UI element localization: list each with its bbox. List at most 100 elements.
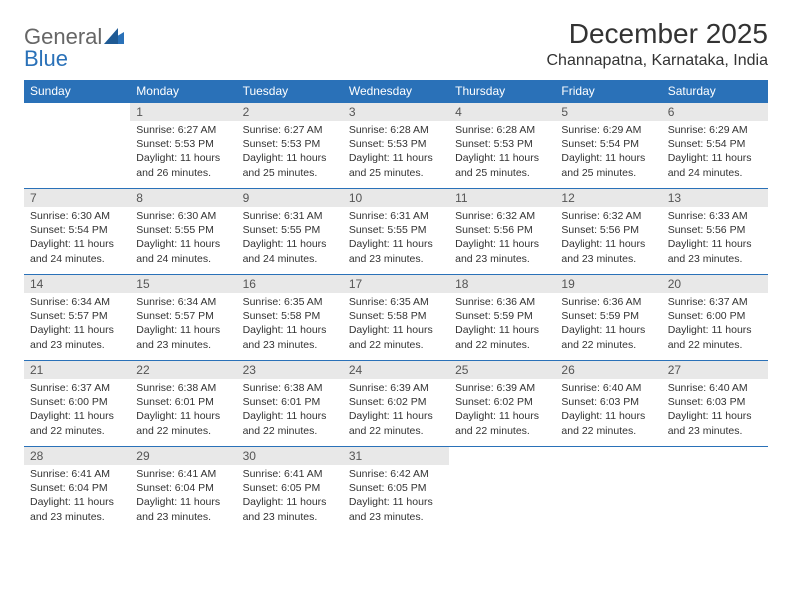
calendar-week-row: 1Sunrise: 6:27 AMSunset: 5:53 PMDaylight… [24,103,768,189]
day-details: Sunrise: 6:34 AMSunset: 5:57 PMDaylight:… [24,293,130,356]
sunset-text: Sunset: 5:58 PM [243,309,337,323]
daylight-text: Daylight: 11 hours and 22 minutes. [243,409,337,437]
sunrise-text: Sunrise: 6:28 AM [349,123,443,137]
calendar-day-cell: 17Sunrise: 6:35 AMSunset: 5:58 PMDayligh… [343,275,449,361]
daylight-text: Daylight: 11 hours and 23 minutes. [136,495,230,523]
day-number: 17 [343,275,449,293]
weekday-header: Tuesday [237,80,343,103]
day-details [662,465,768,471]
sunset-text: Sunset: 5:54 PM [561,137,655,151]
day-number: 16 [237,275,343,293]
day-details: Sunrise: 6:41 AMSunset: 6:04 PMDaylight:… [24,465,130,528]
daylight-text: Daylight: 11 hours and 22 minutes. [561,409,655,437]
daylight-text: Daylight: 11 hours and 24 minutes. [243,237,337,265]
weekday-header: Wednesday [343,80,449,103]
sunrise-text: Sunrise: 6:30 AM [30,209,124,223]
calendar-day-cell: 3Sunrise: 6:28 AMSunset: 5:53 PMDaylight… [343,103,449,189]
daylight-text: Daylight: 11 hours and 24 minutes. [668,151,762,179]
sunrise-text: Sunrise: 6:36 AM [561,295,655,309]
sunrise-text: Sunrise: 6:32 AM [561,209,655,223]
calendar-day-cell: 25Sunrise: 6:39 AMSunset: 6:02 PMDayligh… [449,361,555,447]
title-block: December 2025 Channapatna, Karnataka, In… [547,18,769,70]
calendar-day-cell [555,447,661,533]
daylight-text: Daylight: 11 hours and 25 minutes. [243,151,337,179]
day-details: Sunrise: 6:36 AMSunset: 5:59 PMDaylight:… [449,293,555,356]
day-number: 23 [237,361,343,379]
sunset-text: Sunset: 5:54 PM [668,137,762,151]
day-number: 31 [343,447,449,465]
sunset-text: Sunset: 6:05 PM [243,481,337,495]
day-details: Sunrise: 6:41 AMSunset: 6:05 PMDaylight:… [237,465,343,528]
day-details: Sunrise: 6:28 AMSunset: 5:53 PMDaylight:… [449,121,555,184]
weekday-header: Thursday [449,80,555,103]
day-number: 20 [662,275,768,293]
day-number: 21 [24,361,130,379]
daylight-text: Daylight: 11 hours and 24 minutes. [30,237,124,265]
calendar-day-cell: 4Sunrise: 6:28 AMSunset: 5:53 PMDaylight… [449,103,555,189]
sunset-text: Sunset: 5:56 PM [561,223,655,237]
location-label: Channapatna, Karnataka, India [547,52,769,70]
sunset-text: Sunset: 5:57 PM [30,309,124,323]
sunset-text: Sunset: 5:58 PM [349,309,443,323]
calendar-day-cell: 24Sunrise: 6:39 AMSunset: 6:02 PMDayligh… [343,361,449,447]
daylight-text: Daylight: 11 hours and 23 minutes. [668,409,762,437]
daylight-text: Daylight: 11 hours and 23 minutes. [668,237,762,265]
calendar-day-cell: 21Sunrise: 6:37 AMSunset: 6:00 PMDayligh… [24,361,130,447]
day-details [555,465,661,471]
day-details: Sunrise: 6:38 AMSunset: 6:01 PMDaylight:… [237,379,343,442]
sunset-text: Sunset: 5:59 PM [455,309,549,323]
day-number: 25 [449,361,555,379]
day-number: 24 [343,361,449,379]
sunrise-text: Sunrise: 6:42 AM [349,467,443,481]
day-details: Sunrise: 6:40 AMSunset: 6:03 PMDaylight:… [555,379,661,442]
day-number: 7 [24,189,130,207]
month-title: December 2025 [547,18,769,50]
calendar-week-row: 21Sunrise: 6:37 AMSunset: 6:00 PMDayligh… [24,361,768,447]
calendar-day-cell: 12Sunrise: 6:32 AMSunset: 5:56 PMDayligh… [555,189,661,275]
sunrise-text: Sunrise: 6:38 AM [243,381,337,395]
sunset-text: Sunset: 5:55 PM [136,223,230,237]
daylight-text: Daylight: 11 hours and 22 minutes. [455,323,549,351]
calendar-day-cell: 2Sunrise: 6:27 AMSunset: 5:53 PMDaylight… [237,103,343,189]
sunset-text: Sunset: 6:00 PM [30,395,124,409]
calendar-day-cell: 30Sunrise: 6:41 AMSunset: 6:05 PMDayligh… [237,447,343,533]
sunrise-text: Sunrise: 6:37 AM [668,295,762,309]
calendar-day-cell: 29Sunrise: 6:41 AMSunset: 6:04 PMDayligh… [130,447,236,533]
sunrise-text: Sunrise: 6:36 AM [455,295,549,309]
day-number: 15 [130,275,236,293]
sunrise-text: Sunrise: 6:39 AM [349,381,443,395]
day-number: 9 [237,189,343,207]
day-number: 13 [662,189,768,207]
day-details: Sunrise: 6:40 AMSunset: 6:03 PMDaylight:… [662,379,768,442]
daylight-text: Daylight: 11 hours and 23 minutes. [455,237,549,265]
sunset-text: Sunset: 5:53 PM [243,137,337,151]
day-details: Sunrise: 6:35 AMSunset: 5:58 PMDaylight:… [237,293,343,356]
daylight-text: Daylight: 11 hours and 24 minutes. [136,237,230,265]
day-details: Sunrise: 6:32 AMSunset: 5:56 PMDaylight:… [449,207,555,270]
sunrise-text: Sunrise: 6:41 AM [30,467,124,481]
daylight-text: Daylight: 11 hours and 23 minutes. [349,495,443,523]
daylight-text: Daylight: 11 hours and 26 minutes. [136,151,230,179]
sunset-text: Sunset: 6:01 PM [243,395,337,409]
calendar-day-cell: 28Sunrise: 6:41 AMSunset: 6:04 PMDayligh… [24,447,130,533]
calendar-day-cell: 19Sunrise: 6:36 AMSunset: 5:59 PMDayligh… [555,275,661,361]
calendar-day-cell: 16Sunrise: 6:35 AMSunset: 5:58 PMDayligh… [237,275,343,361]
calendar-table: Sunday Monday Tuesday Wednesday Thursday… [24,80,768,533]
sunset-text: Sunset: 5:56 PM [455,223,549,237]
calendar-day-cell: 23Sunrise: 6:38 AMSunset: 6:01 PMDayligh… [237,361,343,447]
day-details: Sunrise: 6:29 AMSunset: 5:54 PMDaylight:… [555,121,661,184]
calendar-day-cell [662,447,768,533]
daylight-text: Daylight: 11 hours and 25 minutes. [349,151,443,179]
sunset-text: Sunset: 6:01 PM [136,395,230,409]
sunset-text: Sunset: 6:03 PM [668,395,762,409]
sunset-text: Sunset: 6:03 PM [561,395,655,409]
day-details: Sunrise: 6:30 AMSunset: 5:54 PMDaylight:… [24,207,130,270]
day-details: Sunrise: 6:28 AMSunset: 5:53 PMDaylight:… [343,121,449,184]
calendar-header-row: Sunday Monday Tuesday Wednesday Thursday… [24,80,768,103]
daylight-text: Daylight: 11 hours and 25 minutes. [561,151,655,179]
calendar-day-cell: 14Sunrise: 6:34 AMSunset: 5:57 PMDayligh… [24,275,130,361]
logo-text-b: Blue [24,46,68,72]
day-details: Sunrise: 6:31 AMSunset: 5:55 PMDaylight:… [343,207,449,270]
day-number: 26 [555,361,661,379]
day-details: Sunrise: 6:38 AMSunset: 6:01 PMDaylight:… [130,379,236,442]
